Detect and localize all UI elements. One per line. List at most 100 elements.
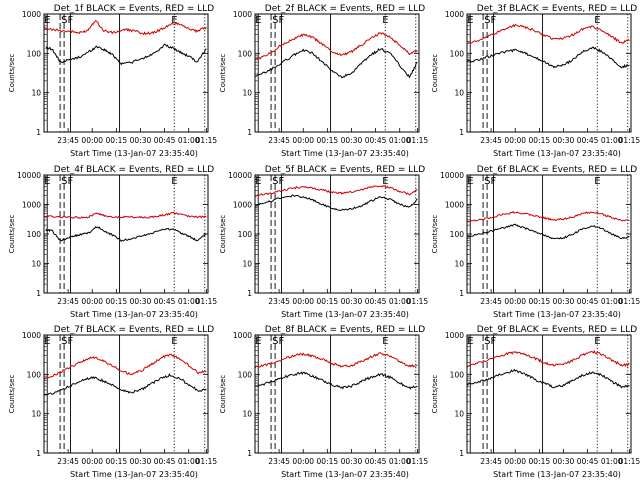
x-tick-label: 00:45 [577,457,599,466]
y-tick-label: 10000 [440,171,464,180]
event-marker-label: S [272,176,278,187]
y-tick-label: 1000 [233,201,252,210]
x-tick-label: 00:45 [365,297,387,306]
x-axis-label: Start Time (13-Jan-07 23:35:40) [70,470,198,479]
chart-panel-3: Det_3f BLACK = Events, RED = LLD Counts/s… [431,4,640,158]
event-marker-label: E [44,176,50,187]
y-tick-label: 10000 [228,171,252,180]
chart-title: Det_9f BLACK = Events, RED = LLD [477,325,637,335]
x-tick-label: 00:00 [504,297,526,306]
x-tick-label: 23:45 [268,457,290,466]
series-line-lld [43,211,207,219]
y-tick-label: 10 [454,89,464,98]
chart-panel-5: Det_5f BLACK = Events, RED = LLD Counts/s… [219,165,428,319]
x-tick-label: 00:15 [106,297,128,306]
y-tick-label: 1 [247,449,252,458]
chart-title: Det_8f BLACK = Events, RED = LLD [265,325,425,335]
series-line-events [45,43,207,66]
event-marker-label: E [44,15,50,26]
x-tick-label: 23:45 [57,297,79,306]
series-line-lld [466,211,630,223]
chart-title: Det_6f BLACK = Events, RED = LLD [477,165,637,175]
x-axis-label: Start Time (13-Jan-07 23:35:40) [281,310,409,319]
x-tick-label: 00:30 [130,457,152,466]
x-tick-label: 01:00 [601,297,623,306]
x-axis-label: Start Time (13-Jan-07 23:35:40) [281,470,409,479]
x-tick-label: 01:15 [196,457,218,466]
x-tick-label: 00:00 [81,297,103,306]
series-line-events [43,372,207,396]
event-marker-label: S [272,336,278,347]
x-tick-label: 23:45 [480,457,502,466]
chart-panel-1: Det_1f BLACK = Events, RED = LLD Counts/s… [8,4,217,158]
y-tick-label: 10 [454,260,464,269]
chart-panel-6: Det_6f BLACK = Events, RED = LLD Counts/s… [431,165,640,319]
series-line-lld [43,20,207,36]
event-marker-label: S [61,15,67,26]
x-tick-label: 00:30 [341,136,363,145]
y-tick-label: 100 [238,370,253,379]
x-tick-label: 00:45 [365,136,387,145]
plot-frame [43,334,209,454]
x-tick-label: 01:15 [196,136,218,145]
event-marker-label: E [255,176,261,187]
y-tick-label: 1 [459,128,464,137]
y-tick-label: 10 [454,410,464,419]
x-tick-label: 00:00 [504,457,526,466]
event-marker-label: E [594,15,600,26]
plot-frame [466,334,632,454]
x-tick-label: 01:00 [389,297,411,306]
x-tick-label: 01:15 [407,457,429,466]
y-axis-label: Counts/sec [431,54,439,93]
y-axis-label: Counts/sec [8,215,16,254]
x-tick-label: 23:45 [268,297,290,306]
x-tick-label: 00:00 [292,297,314,306]
series-line-events [466,223,630,240]
y-tick-label: 100 [238,230,253,239]
x-axis-label: Start Time (13-Jan-07 23:35:40) [493,310,621,319]
event-marker-label: F [279,176,285,187]
x-tick-label: 00:15 [106,136,128,145]
x-tick-label: 00:15 [529,136,551,145]
y-tick-label: 1000 [22,331,41,340]
x-axis-label: Start Time (13-Jan-07 23:35:40) [493,149,621,158]
y-tick-label: 1 [459,289,464,298]
x-tick-label: 00:15 [317,457,339,466]
x-tick-label: 00:30 [341,297,363,306]
chart-title: Det_5f BLACK = Events, RED = LLD [265,165,425,175]
series-line-events [466,368,630,389]
y-tick-label: 1000 [445,331,464,340]
x-tick-label: 01:00 [601,457,623,466]
y-tick-label: 10 [242,410,252,419]
x-tick-label: 00:45 [154,297,176,306]
x-tick-label: 00:15 [317,297,339,306]
y-tick-label: 1 [36,289,41,298]
series-line-lld [254,352,418,369]
y-tick-label: 100 [450,49,465,58]
x-tick-label: 23:45 [480,136,502,145]
x-tick-label: 00:30 [341,457,363,466]
y-tick-label: 1 [459,449,464,458]
y-tick-label: 100 [27,230,42,239]
y-axis-label: Counts/sec [8,54,16,93]
y-tick-label: 1000 [233,10,252,19]
event-marker-label: S [272,15,278,26]
x-tick-label: 00:00 [81,457,103,466]
y-tick-label: 10 [31,260,41,269]
y-tick-label: 1000 [233,331,252,340]
x-tick-label: 00:15 [529,457,551,466]
x-tick-label: 23:45 [57,136,79,145]
event-marker-label: E [255,336,261,347]
event-marker-label: E [171,176,177,187]
event-marker-label: F [68,176,74,187]
x-tick-label: 00:45 [154,136,176,145]
event-marker-label: S [484,336,490,347]
plot-frame [254,334,420,454]
x-tick-label: 01:00 [178,457,200,466]
x-tick-label: 00:30 [130,136,152,145]
plot-frame [43,13,209,133]
event-marker-label: E [594,176,600,187]
x-tick-label: 00:45 [154,457,176,466]
y-tick-label: 100 [238,49,253,58]
